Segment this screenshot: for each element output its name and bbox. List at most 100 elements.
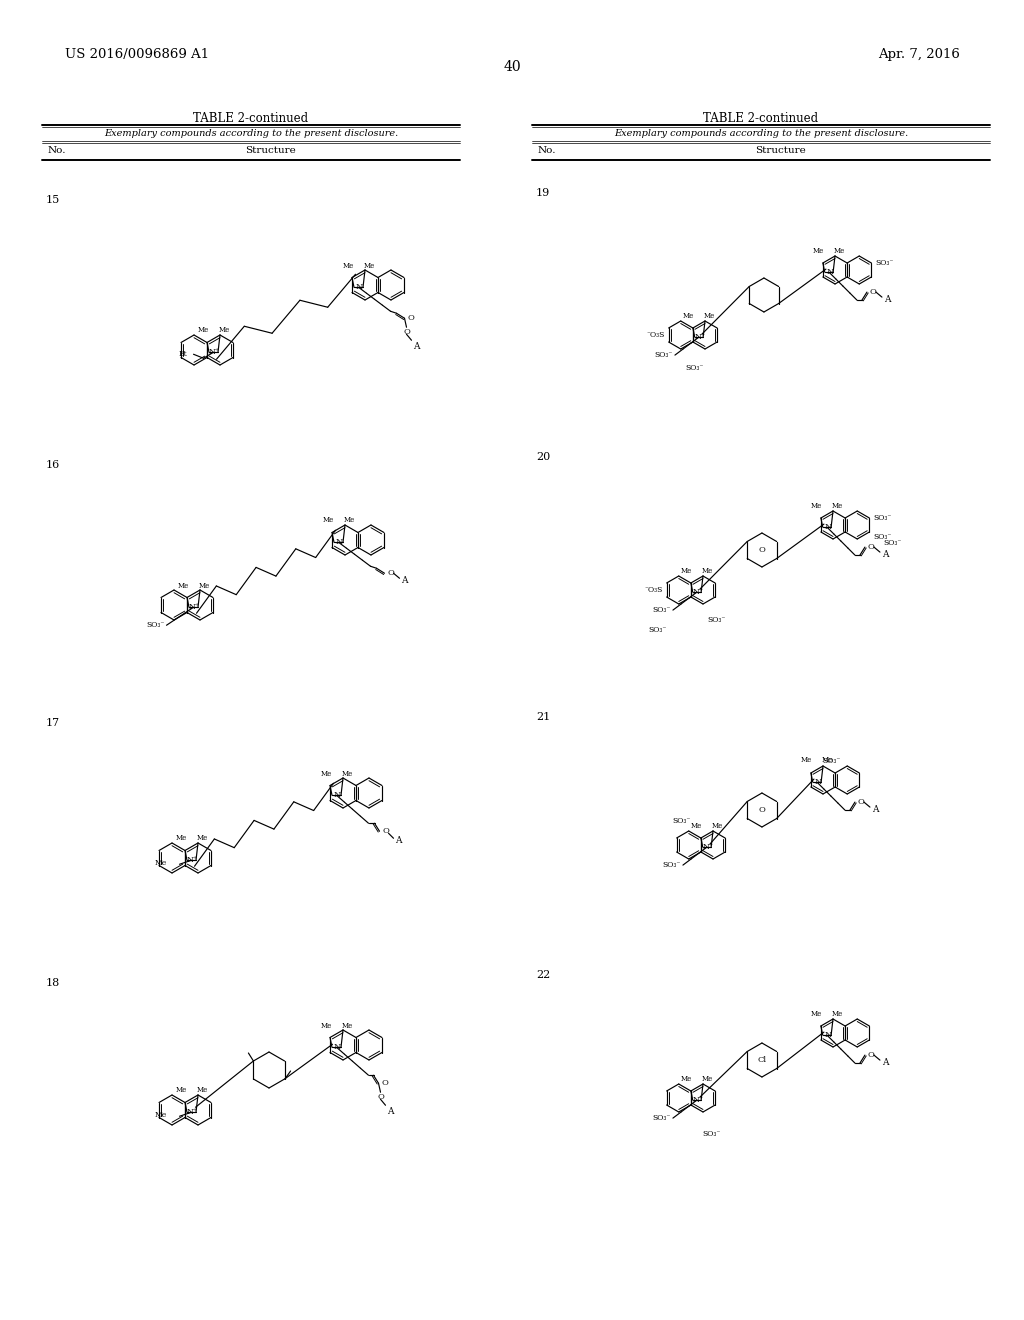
Text: SO₃⁻: SO₃⁻ — [883, 539, 901, 546]
Text: A: A — [884, 296, 891, 304]
Text: N⁺: N⁺ — [702, 843, 714, 851]
Text: Structure: Structure — [246, 147, 296, 154]
Text: Me: Me — [177, 582, 188, 590]
Text: 15: 15 — [46, 195, 60, 205]
Text: A: A — [387, 1107, 394, 1117]
Text: TABLE 2-continued: TABLE 2-continued — [703, 112, 818, 125]
Text: O: O — [759, 807, 765, 814]
Text: Me: Me — [321, 1022, 332, 1030]
Text: SO₃⁻: SO₃⁻ — [873, 513, 892, 521]
Text: SO₃⁻: SO₃⁻ — [876, 259, 894, 267]
Text: Apr. 7, 2016: Apr. 7, 2016 — [879, 48, 961, 61]
Text: Me: Me — [197, 834, 208, 842]
Text: No.: No. — [538, 147, 556, 154]
Text: SO₃⁻: SO₃⁻ — [654, 351, 673, 359]
Text: 17: 17 — [46, 718, 60, 729]
Text: N: N — [355, 284, 364, 292]
Text: N⁺: N⁺ — [209, 348, 220, 356]
Text: 16: 16 — [46, 459, 60, 470]
Text: SO₃⁻: SO₃⁻ — [873, 533, 892, 541]
Text: O: O — [383, 828, 389, 836]
Text: Me: Me — [801, 756, 812, 764]
Text: Cl: Cl — [758, 1056, 767, 1064]
Text: Me: Me — [811, 503, 822, 511]
Text: SO₃⁻: SO₃⁻ — [701, 1130, 720, 1138]
Text: Me: Me — [175, 1086, 186, 1094]
Text: N⁺: N⁺ — [189, 603, 200, 611]
Text: Me: Me — [321, 770, 332, 777]
Text: O: O — [868, 543, 874, 552]
Text: O: O — [858, 799, 865, 807]
Text: No.: No. — [48, 147, 67, 154]
Text: O: O — [377, 1093, 384, 1101]
Text: O: O — [387, 569, 394, 577]
Text: A: A — [872, 805, 879, 814]
Text: Et: Et — [179, 350, 187, 358]
Text: 19: 19 — [536, 187, 550, 198]
Text: SO₃⁻: SO₃⁻ — [663, 861, 681, 869]
Text: SO₃⁻: SO₃⁻ — [822, 758, 841, 766]
Text: O: O — [382, 1080, 388, 1088]
Text: 20: 20 — [536, 451, 550, 462]
Text: A: A — [414, 342, 420, 351]
Text: O: O — [870, 288, 877, 296]
Text: Me: Me — [681, 1076, 692, 1084]
Text: N: N — [336, 539, 343, 546]
Text: Me: Me — [822, 756, 834, 764]
Text: US 2016/0096869 A1: US 2016/0096869 A1 — [65, 48, 209, 61]
Text: Exemplary compounds according to the present disclosure.: Exemplary compounds according to the pre… — [613, 129, 908, 139]
Text: Me: Me — [834, 247, 845, 255]
Text: SO₃⁻: SO₃⁻ — [685, 364, 703, 372]
Text: SO₃⁻: SO₃⁻ — [146, 622, 165, 630]
Text: ⁻O₃S: ⁻O₃S — [644, 586, 663, 594]
Text: A: A — [882, 550, 889, 560]
Text: Me: Me — [811, 1010, 822, 1019]
Text: 40: 40 — [503, 59, 521, 74]
Text: N⁺: N⁺ — [692, 1096, 703, 1104]
Text: Me: Me — [155, 859, 167, 867]
Text: O: O — [403, 329, 410, 337]
Text: A: A — [395, 837, 402, 845]
Text: SO₃⁻: SO₃⁻ — [648, 626, 667, 634]
Text: Me: Me — [323, 516, 334, 524]
Text: Me: Me — [703, 313, 715, 321]
Text: SO₃⁻: SO₃⁻ — [652, 1114, 671, 1122]
Text: Me: Me — [701, 568, 713, 576]
Text: N: N — [334, 791, 341, 799]
Text: Me: Me — [701, 1076, 713, 1084]
Text: Me: Me — [364, 261, 375, 269]
Text: ⁻O₃S: ⁻O₃S — [646, 331, 665, 339]
Text: A: A — [401, 577, 408, 585]
Text: TABLE 2-continued: TABLE 2-continued — [194, 112, 308, 125]
Text: 22: 22 — [536, 970, 550, 979]
Text: N⁺: N⁺ — [694, 333, 706, 341]
Text: Me: Me — [342, 1022, 352, 1030]
Text: A: A — [882, 1059, 889, 1067]
Text: Me: Me — [343, 516, 354, 524]
Text: N⁺: N⁺ — [187, 1109, 198, 1117]
Text: Me: Me — [681, 568, 692, 576]
Text: Me: Me — [199, 582, 210, 590]
Text: N: N — [824, 523, 831, 531]
Text: Me: Me — [175, 834, 186, 842]
Text: N: N — [814, 777, 821, 787]
Text: Exemplary compounds according to the present disclosure.: Exemplary compounds according to the pre… — [103, 129, 398, 139]
Text: Me: Me — [342, 770, 352, 777]
Text: N: N — [824, 1031, 831, 1039]
Text: N: N — [334, 1043, 341, 1051]
Text: 18: 18 — [46, 978, 60, 987]
Text: O: O — [408, 314, 415, 322]
Text: SO₃⁻: SO₃⁻ — [672, 817, 690, 825]
Text: Structure: Structure — [756, 147, 806, 154]
Text: Me: Me — [683, 313, 694, 321]
Text: N⁺: N⁺ — [692, 589, 703, 597]
Text: Me: Me — [831, 503, 843, 511]
Text: Me: Me — [342, 261, 353, 269]
Text: 21: 21 — [536, 711, 550, 722]
Text: Me: Me — [218, 326, 229, 334]
Text: Me: Me — [155, 1111, 167, 1119]
Text: N⁺: N⁺ — [187, 857, 198, 865]
Text: N: N — [826, 268, 834, 276]
Text: O: O — [759, 546, 765, 554]
Text: SO₃⁻: SO₃⁻ — [652, 606, 671, 614]
